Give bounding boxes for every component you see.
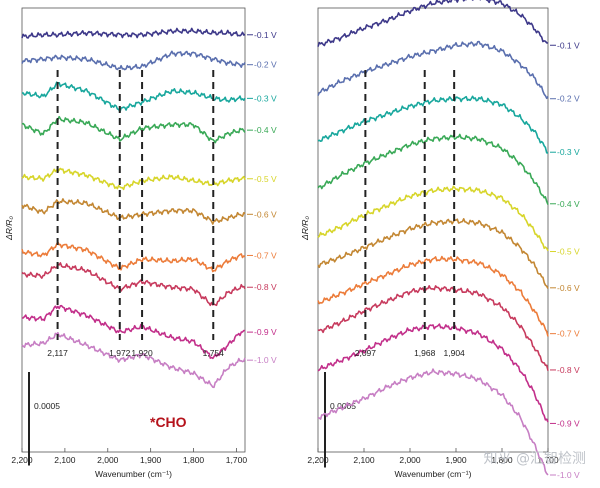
peak-label: 1,754 (203, 348, 225, 358)
scale-bar-label: 0.0005 (330, 401, 356, 411)
peak-label: 1,972 (109, 348, 131, 358)
series-label: -0.7 V (557, 329, 580, 339)
plot-frame (21, 7, 246, 453)
annotation-cho: *CHO (150, 414, 187, 430)
left-panel: 2,200 2,100 2,000 1,900 1,800 1,700 Wavenumber… (4, 7, 277, 479)
series-line (21, 167, 246, 191)
series-label: -0.9 V (557, 418, 580, 428)
series-line (21, 50, 246, 71)
x-tick-label: 2,100 (54, 455, 76, 465)
series-line (317, 133, 549, 205)
series-line (21, 304, 246, 360)
x-tick-label: 1,800 (183, 455, 205, 465)
peak-label: 1,920 (131, 348, 153, 358)
series-label: -0.2 V (557, 94, 580, 104)
series-line (317, 255, 549, 337)
x-axis-label: Wavenumber (cm⁻¹) (395, 469, 472, 479)
x-tick-label: 2,000 (399, 455, 421, 465)
x-axis-label: Wavenumber (cm⁻¹) (95, 469, 172, 479)
x-tick-label: 1,900 (445, 455, 467, 465)
plot-frame (317, 7, 549, 453)
series-label: -1.0 V (254, 355, 277, 365)
series-label: -0.6 V (254, 209, 277, 219)
series-line (21, 115, 246, 144)
series-label: -0.6 V (557, 283, 580, 293)
x-tick-label: 2,000 (97, 455, 119, 465)
series-line (317, 368, 549, 476)
x-tick-label: 1,900 (140, 455, 162, 465)
series-line (317, 185, 549, 252)
x-tick-label: 1,800 (491, 455, 513, 465)
series-label: -0.8 V (254, 282, 277, 292)
x-tick-label: 1,700 (537, 455, 559, 465)
x-tick-label: 2,200 (307, 455, 329, 465)
series-label: -0.8 V (557, 365, 580, 375)
series-line (21, 27, 246, 39)
right-panel: 2,200 2,100 2,000 1,900 1,800 1,700 Wavenumber… (300, 0, 580, 480)
series-line (317, 218, 549, 289)
x-tick-label: 2,200 (11, 455, 33, 465)
series-label: -0.2 V (254, 60, 277, 70)
series-line (21, 241, 246, 273)
series-label: -0.4 V (254, 125, 277, 135)
x-tick-label: 2,100 (353, 455, 375, 465)
peak-label: 1,968 (414, 348, 436, 358)
peak-label: 2,117 (47, 348, 68, 358)
x-tick-label: 1,700 (226, 455, 248, 465)
watermark: 知乎 @汇智检测 (483, 451, 586, 467)
series-line (317, 0, 549, 47)
series-label: -0.4 V (557, 199, 580, 209)
series-label: -0.3 V (254, 93, 277, 103)
series-label: -0.5 V (557, 247, 580, 257)
series-line (21, 262, 246, 307)
series-line (317, 95, 549, 154)
series-label: -0.7 V (254, 250, 277, 260)
series-line (317, 323, 549, 423)
peak-label: 2,097 (355, 348, 377, 358)
series-line (317, 40, 549, 100)
peak-label: 1,904 (444, 348, 466, 358)
series-label: -1.0 V (557, 470, 580, 480)
series-line (21, 198, 246, 225)
y-axis-label: ΔR/R₀ (300, 216, 310, 241)
scale-bar-label: 0.0005 (34, 401, 60, 411)
series-label: -0.9 V (254, 327, 277, 337)
series-label: -0.1 V (254, 30, 277, 40)
series-label: -0.1 V (557, 40, 580, 50)
series-label: -0.3 V (557, 147, 580, 157)
series-line (21, 81, 246, 113)
series-line (317, 284, 549, 371)
series-label: -0.5 V (254, 174, 277, 184)
y-axis-label: ΔR/R₀ (4, 216, 14, 241)
series-line (21, 331, 246, 389)
